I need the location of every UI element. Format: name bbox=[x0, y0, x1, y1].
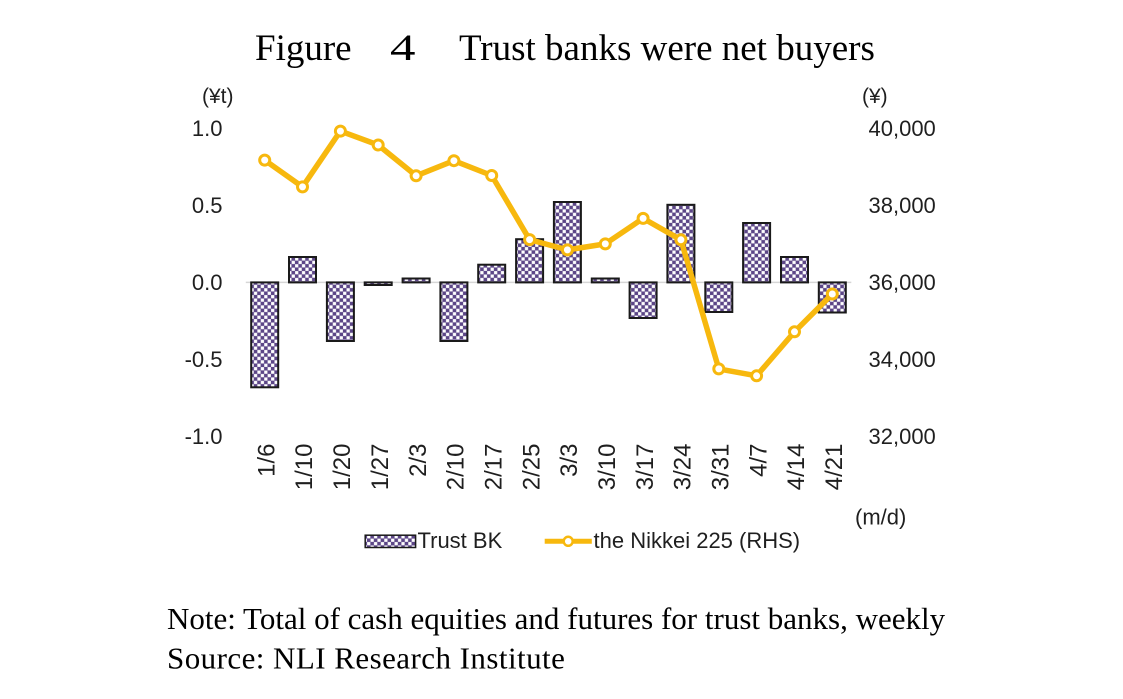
svg-text:Source: NLI Research Institute: Source: NLI Research Institute bbox=[167, 640, 565, 675]
svg-text:Note: Total of cash equities a: Note: Total of cash equities and futures… bbox=[167, 601, 946, 636]
svg-text:3/17: 3/17 bbox=[632, 444, 659, 491]
svg-text:32,000: 32,000 bbox=[869, 424, 936, 449]
svg-text:1/27: 1/27 bbox=[367, 444, 394, 491]
svg-text:4/14: 4/14 bbox=[783, 444, 810, 491]
svg-text:4: 4 bbox=[390, 28, 416, 69]
svg-text:4/21: 4/21 bbox=[821, 444, 848, 491]
svg-text:3/3: 3/3 bbox=[556, 444, 583, 477]
svg-text:the Nikkei 225 (RHS): the Nikkei 225 (RHS) bbox=[594, 528, 801, 553]
svg-text:(¥t): (¥t) bbox=[202, 85, 234, 108]
svg-text:Trust banks were net buyers: Trust banks were net buyers bbox=[459, 28, 875, 69]
svg-text:-1.0: -1.0 bbox=[185, 424, 223, 449]
svg-text:1/10: 1/10 bbox=[291, 444, 318, 491]
svg-text:36,000: 36,000 bbox=[869, 270, 936, 295]
svg-text:2/10: 2/10 bbox=[443, 444, 470, 491]
svg-text:3/24: 3/24 bbox=[670, 444, 697, 491]
svg-text:34,000: 34,000 bbox=[869, 347, 936, 372]
svg-text:-0.5: -0.5 bbox=[185, 347, 223, 372]
svg-text:0.0: 0.0 bbox=[192, 270, 223, 295]
svg-text:Figure: Figure bbox=[255, 28, 352, 69]
svg-text:0.5: 0.5 bbox=[192, 193, 223, 218]
svg-text:3/10: 3/10 bbox=[594, 444, 621, 491]
svg-text:(¥): (¥) bbox=[862, 85, 888, 108]
svg-text:40,000: 40,000 bbox=[869, 116, 936, 141]
svg-text:1/6: 1/6 bbox=[253, 444, 280, 477]
svg-text:2/17: 2/17 bbox=[480, 444, 507, 491]
svg-text:38,000: 38,000 bbox=[869, 193, 936, 218]
svg-text:4/7: 4/7 bbox=[745, 444, 772, 477]
svg-text:2/25: 2/25 bbox=[518, 444, 545, 491]
svg-text:1.0: 1.0 bbox=[192, 116, 223, 141]
svg-text:1/20: 1/20 bbox=[329, 444, 356, 491]
svg-text:3/31: 3/31 bbox=[708, 444, 735, 491]
svg-text:2/3: 2/3 bbox=[405, 444, 432, 477]
svg-text:Trust BK: Trust BK bbox=[418, 528, 503, 553]
svg-text:(m/d): (m/d) bbox=[855, 505, 906, 530]
